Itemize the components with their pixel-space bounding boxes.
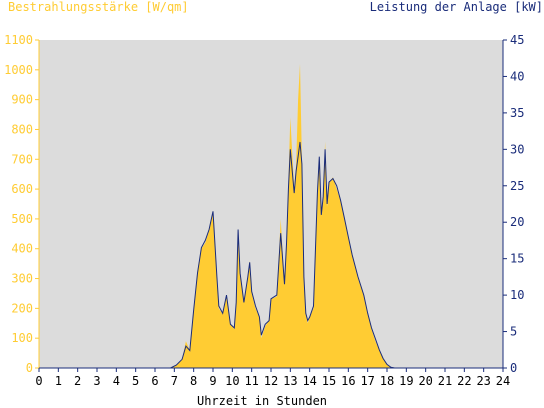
right-tick-label: 10	[510, 288, 524, 302]
right-axis-ticks: 0 5 10 15 20 25 30 35 40 45	[503, 33, 524, 375]
x-tick-label: 7	[171, 374, 178, 388]
left-tick-label: 400	[11, 242, 33, 256]
left-tick-label: 900	[11, 93, 33, 107]
right-tick-label: 15	[510, 252, 524, 266]
x-tick-label: 0	[35, 374, 42, 388]
x-tick-label: 21	[438, 374, 452, 388]
x-tick-label: 8	[190, 374, 197, 388]
left-tick-label: 100	[11, 331, 33, 345]
right-axis-title: Leistung der Anlage [kW]	[370, 0, 543, 14]
left-tick-label: 300	[11, 272, 33, 286]
x-tick-label: 5	[132, 374, 139, 388]
right-tick-label: 40	[510, 69, 524, 83]
x-axis-ticks: 0 1 2 3 4 5 6 7 8 9 10 11 12 13 14 15 16 17 18 19 20 21 22 23 24	[35, 368, 510, 388]
x-axis-title: Uhrzeit in Stunden	[197, 394, 327, 408]
right-tick-label: 35	[510, 106, 524, 120]
right-tick-label: 0	[510, 361, 517, 375]
x-tick-label: 19	[399, 374, 413, 388]
right-tick-label: 45	[510, 33, 524, 47]
x-tick-label: 11	[244, 374, 258, 388]
x-tick-label: 18	[380, 374, 394, 388]
x-tick-label: 2	[74, 374, 81, 388]
left-tick-label: 500	[11, 212, 33, 226]
x-tick-label: 24	[496, 374, 510, 388]
right-tick-label: 20	[510, 215, 524, 229]
x-tick-label: 23	[476, 374, 490, 388]
power-line	[39, 141, 503, 369]
right-tick-label: 5	[510, 325, 517, 339]
x-tick-label: 10	[225, 374, 239, 388]
left-tick-label: 1000	[4, 63, 33, 77]
right-tick-label: 30	[510, 142, 524, 156]
right-tick-label: 25	[510, 179, 524, 193]
x-tick-label: 12	[264, 374, 278, 388]
x-tick-label: 14	[302, 374, 316, 388]
x-tick-label: 20	[418, 374, 432, 388]
x-tick-label: 17	[360, 374, 374, 388]
x-tick-label: 16	[341, 374, 355, 388]
x-tick-label: 22	[457, 374, 471, 388]
irradiance-area	[39, 63, 503, 369]
left-tick-label: 200	[11, 301, 33, 315]
left-tick-label: 0	[26, 361, 33, 375]
left-axis-title: Bestrahlungsstärke [W/qm]	[8, 0, 189, 14]
x-tick-label: 1	[55, 374, 62, 388]
x-tick-label: 9	[209, 374, 216, 388]
x-tick-label: 4	[113, 374, 120, 388]
x-tick-label: 3	[93, 374, 100, 388]
left-tick-label: 700	[11, 152, 33, 166]
left-tick-label: 1100	[4, 33, 33, 47]
x-tick-label: 15	[322, 374, 336, 388]
left-tick-label: 800	[11, 122, 33, 136]
left-tick-label: 600	[11, 182, 33, 196]
x-tick-label: 13	[283, 374, 297, 388]
x-tick-label: 6	[151, 374, 158, 388]
left-axis-ticks: 0 100 200 300 400 500 600 700 800 900 1000 1100	[4, 33, 39, 375]
